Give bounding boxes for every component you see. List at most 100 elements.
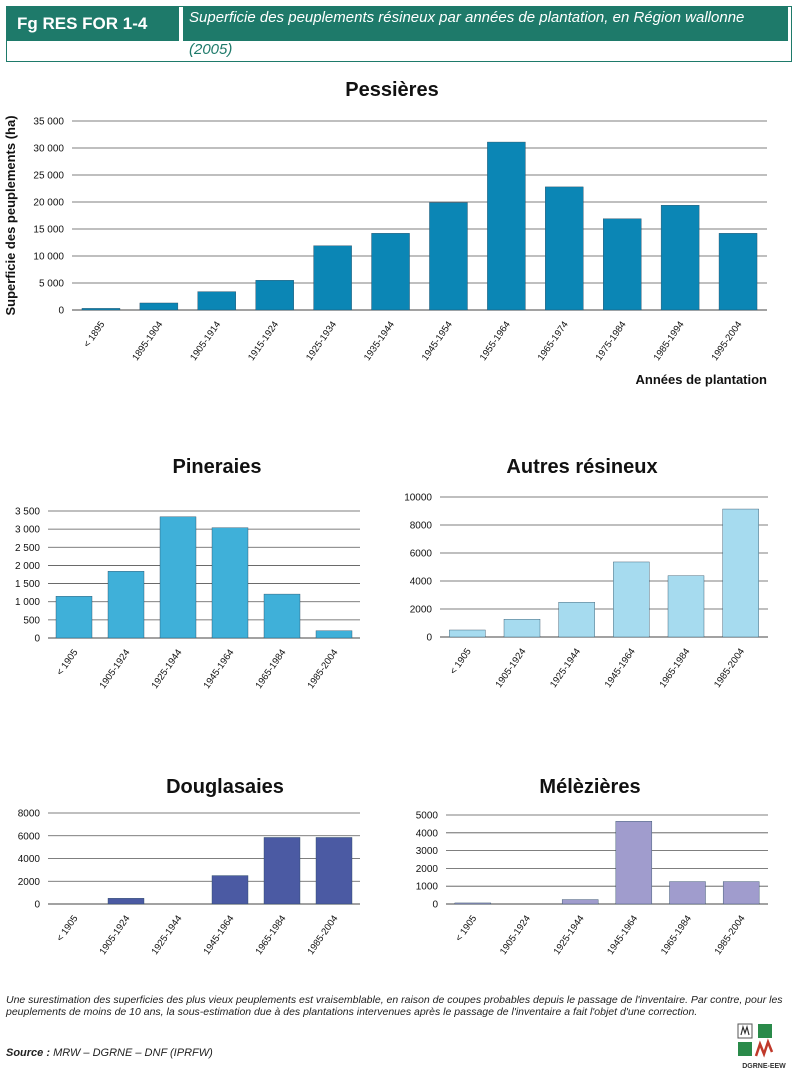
x-tick-label: 1965-1974 xyxy=(536,319,571,363)
footnote: Une surestimation des superficies des pl… xyxy=(6,994,783,1018)
chart-title: Pessières xyxy=(345,79,438,101)
x-tick-label: 1905-1924 xyxy=(498,913,533,957)
figure-header: Fg RES FOR 1-4 Superficie des peuplement… xyxy=(6,6,792,62)
bar xyxy=(211,527,249,639)
x-tick-label: 1945-1964 xyxy=(603,646,638,690)
bar xyxy=(613,561,650,638)
chart-title: Douglasaies xyxy=(166,776,284,798)
y-tick-label: 4000 xyxy=(416,828,439,839)
x-tick-label: 1985-2004 xyxy=(713,913,748,957)
x-tick-label: 1965-1984 xyxy=(253,647,288,691)
x-tick-label: 1925-1944 xyxy=(548,646,583,690)
y-tick-label: 0 xyxy=(426,633,432,644)
source-text: MRW – DGRNE – DNF (IPRFW) xyxy=(53,1047,213,1059)
y-tick-label: 2 000 xyxy=(15,561,40,572)
bar xyxy=(313,245,352,311)
x-tick-label: 1995-2004 xyxy=(709,319,744,363)
x-tick-label: 1985-2004 xyxy=(305,913,340,957)
bar xyxy=(558,602,595,638)
bar xyxy=(107,571,145,639)
y-tick-label: 2000 xyxy=(410,605,433,616)
y-tick-label: 2 500 xyxy=(15,543,40,554)
y-tick-label: 5000 xyxy=(416,811,439,822)
chart-title: Autres résineux xyxy=(506,456,657,478)
bar xyxy=(454,902,492,905)
y-tick-label: 6000 xyxy=(410,549,433,560)
y-tick-label: 8000 xyxy=(410,521,433,532)
y-tick-label: 10 000 xyxy=(33,252,64,263)
figure-tag: Fg RES FOR 1-4 xyxy=(7,7,179,41)
chart-pessieres: Pessières 0 5 000 10 000 15 000 20 000 25 000 3… xyxy=(3,79,767,387)
x-tick-label: 1945-1964 xyxy=(605,913,640,957)
y-tick-label: 3000 xyxy=(416,846,439,857)
x-tick-label: 1905-1924 xyxy=(97,647,132,691)
chart-melezieres: Mélèzières 0 1000 2000 3000 4000 5000 < 1905 190… xyxy=(416,776,768,957)
bar xyxy=(255,280,294,311)
chart-douglasaies: Douglasaies 0 2000 4000 6000 8000 < 1905 1905-1… xyxy=(18,776,360,957)
x-tick-label: < 1895 xyxy=(82,319,108,349)
bar xyxy=(197,291,236,311)
bar xyxy=(429,202,468,311)
x-tick-label: 1935-1944 xyxy=(362,319,397,363)
chart-autres-resineux: Autres résineux 0 2000 4000 6000 8000 10000 < 1… xyxy=(404,456,768,690)
bar xyxy=(603,218,642,311)
y-tick-label: 30 000 xyxy=(33,144,64,155)
bar xyxy=(159,516,197,639)
bar xyxy=(561,899,599,905)
bar xyxy=(55,596,93,639)
y-tick-label: 8000 xyxy=(18,809,41,820)
figure-title: Superficie des peuplements résineux par … xyxy=(183,7,788,41)
y-tick-label: 1 500 xyxy=(15,579,40,590)
bar xyxy=(545,186,584,311)
bar xyxy=(722,508,759,638)
x-tick-label: 1925-1944 xyxy=(552,913,587,957)
source-label: Source : xyxy=(6,1047,51,1059)
y-tick-label: 0 xyxy=(58,306,64,317)
x-tick-label: 1985-1994 xyxy=(652,319,687,363)
y-tick-label: 4000 xyxy=(410,577,433,588)
bar xyxy=(315,630,353,639)
source-line: Source : MRW – DGRNE – DNF (IPRFW) xyxy=(6,1047,213,1059)
bar xyxy=(371,233,410,311)
x-tick-label: 1985-2004 xyxy=(712,646,747,690)
y-tick-label: 25 000 xyxy=(33,171,64,182)
bar xyxy=(263,593,301,639)
y-tick-label: 20 000 xyxy=(33,198,64,209)
x-tick-label: 1945-1964 xyxy=(201,913,236,957)
chart-pineraies: Pineraies 0 500 1 000 1 500 2 000 2 500 3 000 3 … xyxy=(15,456,360,691)
y-tick-label: 3 000 xyxy=(15,525,40,536)
logo-text: DGRNE-EEW xyxy=(742,1063,786,1070)
bar xyxy=(263,837,301,905)
x-tick-label: < 1905 xyxy=(453,913,479,943)
bar xyxy=(667,575,705,638)
y-tick-label: 500 xyxy=(23,615,40,626)
bar xyxy=(449,629,486,638)
bar xyxy=(81,308,121,311)
y-tick-label: 0 xyxy=(432,900,438,911)
x-tick-label: 1905-1924 xyxy=(97,913,132,957)
bar xyxy=(487,141,526,311)
bar xyxy=(315,837,353,905)
y-tick-label: 0 xyxy=(34,900,40,911)
bar xyxy=(211,875,249,905)
bar xyxy=(669,881,706,905)
bar xyxy=(503,619,541,638)
y-tick-label: 1000 xyxy=(416,882,439,893)
x-tick-label: 1955-1964 xyxy=(478,319,513,363)
x-tick-label: < 1905 xyxy=(55,647,81,677)
x-tick-label: 1965-1984 xyxy=(659,913,694,957)
x-tick-label: 1975-1984 xyxy=(594,319,629,363)
dgrne-logo: DGRNE-EEW xyxy=(737,1023,786,1070)
y-tick-label: 0 xyxy=(34,634,40,645)
x-tick-label: 1945-1954 xyxy=(420,319,455,363)
bar xyxy=(718,233,758,311)
bar xyxy=(139,302,179,311)
x-tick-label: < 1905 xyxy=(55,913,81,943)
figure-title-year: (2005) xyxy=(189,41,233,58)
y-tick-label: 3 500 xyxy=(15,507,40,518)
y-tick-label: 5 000 xyxy=(39,279,64,290)
x-tick-label: 1925-1944 xyxy=(149,913,184,957)
y-tick-label: 15 000 xyxy=(33,225,64,236)
chart-title: Mélèzières xyxy=(539,776,640,798)
x-tick-label: 1925-1944 xyxy=(149,647,184,691)
